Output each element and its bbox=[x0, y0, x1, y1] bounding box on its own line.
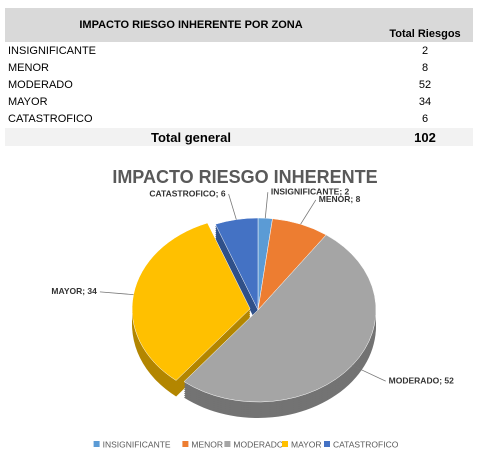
leader-line bbox=[264, 192, 269, 219]
leader-line bbox=[351, 365, 386, 382]
legend-label: CATASTROFICO bbox=[333, 439, 399, 449]
chart-title: IMPACTO RIESGO INHERENTE bbox=[112, 167, 377, 187]
cell: CATASTROFICO bbox=[5, 110, 377, 128]
data-label: MENOR; 8 bbox=[319, 194, 361, 204]
chart: IMPACTO RIESGO INHERENTE INSIGNIFICANTE;… bbox=[51, 167, 454, 450]
data-label: MODERADO; 52 bbox=[389, 375, 454, 385]
cell: INSIGNIFICANTE bbox=[5, 42, 377, 60]
cell: 8 bbox=[377, 59, 473, 77]
legend-label: INSIGNIFICANTE bbox=[103, 439, 171, 449]
legend-swatch bbox=[224, 441, 231, 447]
slice bbox=[131, 222, 251, 381]
leader-line bbox=[99, 291, 134, 296]
cell: 34 bbox=[377, 93, 473, 111]
header-cell: Total Riesgos bbox=[377, 8, 473, 43]
cell: 52 bbox=[377, 76, 473, 94]
summary-table: IMPACTO RIESGO INHERENTE POR ZONA Total … bbox=[5, 8, 473, 147]
cell: 6 bbox=[377, 110, 473, 128]
total-label: Total general bbox=[5, 127, 377, 147]
total-value: 102 bbox=[377, 127, 473, 147]
data-label: MAYOR; 34 bbox=[51, 286, 97, 296]
data-label: CATASTROFICO; 6 bbox=[149, 188, 225, 198]
table-header: IMPACTO RIESGO INHERENTE POR ZONA Total … bbox=[5, 8, 473, 43]
legend-swatch bbox=[182, 441, 189, 447]
data-label: INSIGNIFICANTE; 2 bbox=[271, 186, 350, 196]
cell: MENOR bbox=[5, 59, 377, 77]
leader-line bbox=[228, 193, 237, 220]
header-cell: IMPACTO RIESGO INHERENTE POR ZONA bbox=[5, 8, 377, 43]
legend-swatch bbox=[282, 441, 288, 447]
legend-swatch bbox=[324, 441, 330, 447]
leader-line bbox=[300, 199, 317, 225]
legend-swatch bbox=[93, 441, 100, 447]
legend-label: MENOR bbox=[191, 439, 223, 449]
legend-label: MODERADO bbox=[233, 439, 283, 449]
slice bbox=[215, 217, 259, 311]
cell: MODERADO bbox=[5, 76, 377, 94]
legend-label: MAYOR bbox=[291, 439, 322, 449]
cell: MAYOR bbox=[5, 93, 377, 111]
cell: 2 bbox=[377, 42, 473, 60]
